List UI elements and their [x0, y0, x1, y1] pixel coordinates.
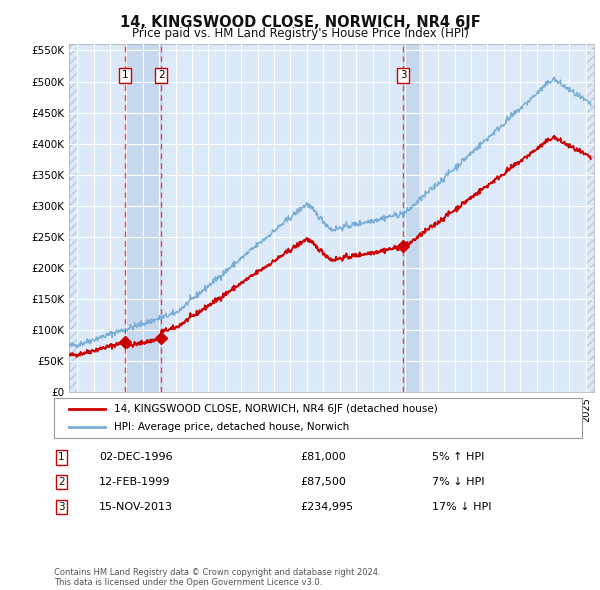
- Text: 12-FEB-1999: 12-FEB-1999: [99, 477, 170, 487]
- Text: 3: 3: [400, 70, 407, 80]
- Text: 1: 1: [58, 453, 65, 462]
- Text: 1: 1: [122, 70, 128, 80]
- Text: 2: 2: [158, 70, 164, 80]
- Text: HPI: Average price, detached house, Norwich: HPI: Average price, detached house, Norw…: [114, 422, 349, 432]
- Text: £87,500: £87,500: [300, 477, 346, 487]
- Text: 5% ↑ HPI: 5% ↑ HPI: [432, 453, 484, 462]
- Text: 3: 3: [58, 502, 65, 512]
- Text: Price paid vs. HM Land Registry's House Price Index (HPI): Price paid vs. HM Land Registry's House …: [131, 27, 469, 40]
- Bar: [403, 44, 418, 392]
- Text: 14, KINGSWOOD CLOSE, NORWICH, NR4 6JF (detached house): 14, KINGSWOOD CLOSE, NORWICH, NR4 6JF (d…: [114, 404, 438, 414]
- Text: 7% ↓ HPI: 7% ↓ HPI: [432, 477, 485, 487]
- Text: Contains HM Land Registry data © Crown copyright and database right 2024.
This d: Contains HM Land Registry data © Crown c…: [54, 568, 380, 587]
- Text: 02-DEC-1996: 02-DEC-1996: [99, 453, 173, 462]
- Bar: [125, 44, 161, 392]
- Text: £234,995: £234,995: [300, 502, 353, 512]
- Text: £81,000: £81,000: [300, 453, 346, 462]
- Text: 2: 2: [58, 477, 65, 487]
- Text: 14, KINGSWOOD CLOSE, NORWICH, NR4 6JF: 14, KINGSWOOD CLOSE, NORWICH, NR4 6JF: [119, 15, 481, 30]
- Text: 17% ↓ HPI: 17% ↓ HPI: [432, 502, 491, 512]
- Text: 15-NOV-2013: 15-NOV-2013: [99, 502, 173, 512]
